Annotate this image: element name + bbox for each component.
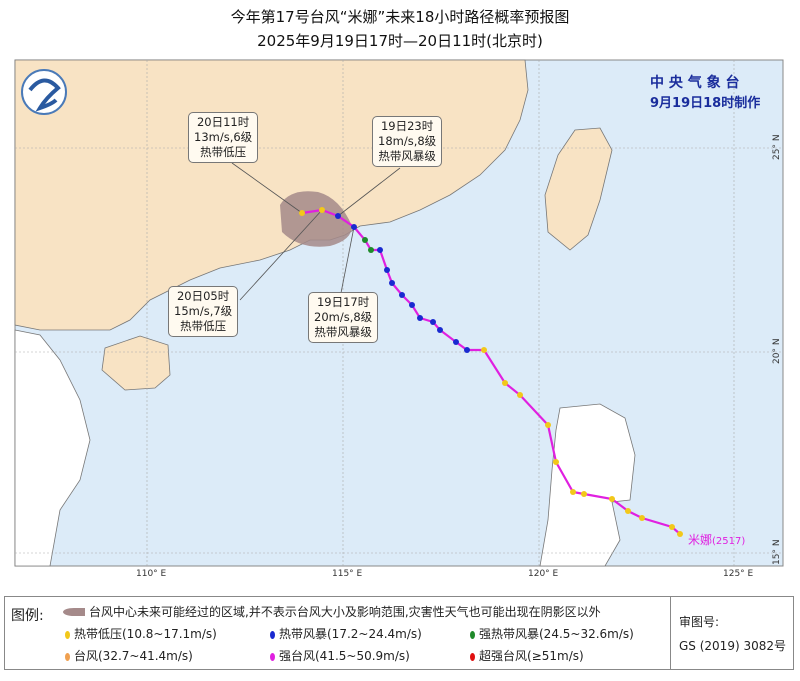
red-dot-icon: [470, 652, 475, 661]
lat-tick: 15° N: [772, 539, 782, 565]
annotation-wind: 18m/s,8级: [378, 134, 437, 148]
map-title: 今年第17号台风“米娜”未来18小时路径概率预报图: [230, 8, 570, 26]
leader-lines: [231, 162, 401, 301]
issue-time: 9月19日18时制作: [650, 96, 761, 111]
cone-swatch-icon: [63, 608, 85, 616]
annotation-wind: 15m/s,7级: [174, 304, 233, 318]
luzon-land: [539, 403, 636, 567]
legend-heading: 图例:: [11, 608, 44, 624]
lon-tick: 110° E: [136, 569, 167, 579]
annotation-box: 20日11时 13m/s,6级 热带低压: [188, 112, 259, 163]
blue-dot-icon: [270, 630, 275, 639]
lon-tick: 120° E: [528, 569, 559, 579]
legend-label: 台风(32.7~41.4m/s): [74, 649, 193, 663]
track-points: [299, 207, 683, 537]
legend-item: 热带低压(10.8~17.1m/s): [65, 625, 217, 642]
legend-label: 热带风暴(17.2~24.4m/s): [279, 627, 422, 641]
annotation-box: 19日23时 18m/s,8级 热带风暴级: [372, 116, 443, 167]
annotation-wind: 20m/s,8级: [314, 310, 373, 324]
lon-tick: 115° E: [332, 569, 363, 579]
legend-label: 强台风(41.5~50.9m/s): [279, 649, 410, 663]
annotation-box: 20日05时 15m/s,7级 热带低压: [168, 286, 239, 337]
legend-item: 超强台风(≥51m/s): [470, 647, 584, 664]
hainan-island: [101, 335, 171, 391]
map-subtitle: 2025年9月19日17时—20日11时(北京时): [257, 32, 543, 50]
annotation-grade: 热带风暴级: [314, 325, 372, 339]
magenta-dot-icon: [270, 652, 275, 661]
review-number: GS (2019) 3082号: [679, 639, 786, 653]
taiwan-island: [544, 127, 613, 251]
probability-cone: [280, 191, 352, 247]
legend-item: 强热带风暴(24.5~32.6m/s): [470, 625, 634, 642]
typhoon-code: (2517): [712, 536, 746, 547]
review-label: 审图号:: [679, 615, 720, 629]
agency-name: 中 央 气 象 台: [650, 75, 740, 91]
legend: 图例: 台风中心未来可能经过的区域,并不表示台风大小及影响范围,灾害性天气也可能…: [4, 596, 794, 670]
legend-label: 热带低压(10.8~17.1m/s): [74, 627, 217, 641]
orange-dot-icon: [65, 652, 70, 661]
legend-item: 热带风暴(17.2~24.4m/s): [270, 625, 422, 642]
annotation-time: 20日05时: [176, 289, 230, 303]
typhoon-track: [301, 208, 681, 535]
legend-cone: 台风中心未来可能经过的区域,并不表示台风大小及影响范围,灾害性天气也可能出现在阴…: [63, 603, 601, 620]
typhoon-name: 米娜: [688, 533, 713, 547]
annotation-grade: 热带低压: [200, 145, 247, 159]
legend-cone-text: 台风中心未来可能经过的区域,并不表示台风大小及影响范围,灾害性天气也可能出现在阴…: [89, 605, 601, 619]
yellow-dot-icon: [65, 630, 70, 639]
typhoon-name-label: 米娜(2517): [688, 531, 745, 548]
legend-divider: [670, 597, 671, 669]
annotation-grade: 热带风暴级: [378, 149, 436, 163]
annotation-wind: 13m/s,6级: [194, 130, 253, 144]
vietnam-land: [14, 329, 91, 567]
annotation-grade: 热带低压: [180, 319, 227, 333]
legend-item: 强台风(41.5~50.9m/s): [270, 647, 410, 664]
legend-label: 超强台风(≥51m/s): [479, 649, 584, 663]
lat-tick: 25° N: [772, 134, 782, 160]
legend-label: 强热带风暴(24.5~32.6m/s): [479, 627, 634, 641]
annotation-box: 19日17时 20m/s,8级 热带风暴级: [308, 292, 379, 343]
lon-tick: 125° E: [723, 569, 754, 579]
annotation-time: 19日17时: [316, 295, 370, 309]
green-dot-icon: [470, 630, 475, 639]
annotation-time: 20日11时: [196, 115, 250, 129]
legend-item: 台风(32.7~41.4m/s): [65, 647, 193, 664]
annotation-time: 19日23时: [380, 119, 434, 133]
lat-tick: 20° N: [772, 338, 782, 364]
cma-logo: [21, 69, 67, 115]
